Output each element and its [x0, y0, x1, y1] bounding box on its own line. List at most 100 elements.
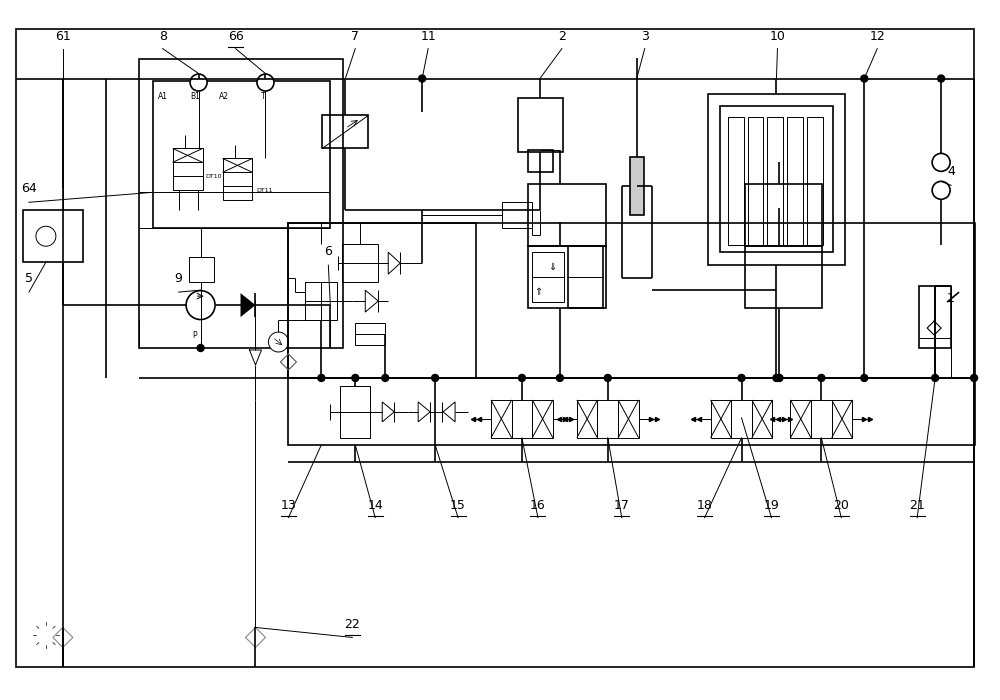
Bar [787, 118, 803, 245]
Text: ⇑: ⇑ [534, 287, 542, 297]
Circle shape [382, 374, 389, 382]
Circle shape [518, 374, 525, 382]
Circle shape [36, 226, 56, 246]
Circle shape [604, 374, 611, 382]
Bar [597, 400, 618, 438]
Text: ⇓: ⇓ [548, 262, 556, 272]
Text: A2: A2 [219, 92, 229, 101]
Bar [342, 244, 378, 282]
Bar [528, 150, 553, 172]
Text: B1: B1 [191, 92, 200, 101]
Bar [512, 400, 532, 438]
Polygon shape [241, 293, 255, 317]
Text: 3: 3 [641, 29, 649, 43]
Text: DT10: DT10 [206, 174, 222, 179]
Text: 19: 19 [764, 498, 779, 512]
Bar [731, 400, 752, 438]
Circle shape [318, 374, 325, 382]
Bar [288, 378, 975, 444]
Text: 20: 20 [833, 498, 849, 512]
Bar [711, 400, 731, 438]
Bar [811, 400, 832, 438]
Circle shape [419, 75, 426, 82]
Bar [745, 184, 822, 246]
Circle shape [861, 75, 868, 82]
Bar [745, 246, 822, 308]
Circle shape [932, 374, 939, 382]
Bar [919, 286, 951, 348]
Text: 14: 14 [367, 498, 383, 512]
Text: 1: 1 [947, 292, 955, 305]
Text: 7: 7 [351, 29, 359, 43]
Text: 5: 5 [25, 272, 33, 285]
Bar [748, 118, 763, 245]
Bar [568, 246, 603, 308]
Text: 22: 22 [344, 618, 360, 631]
Bar [340, 386, 370, 438]
Bar [502, 202, 532, 228]
Text: 61: 61 [55, 29, 71, 43]
Text: 66: 66 [228, 29, 243, 43]
Text: 15: 15 [450, 498, 466, 512]
Bar [173, 148, 203, 190]
Bar [832, 400, 852, 438]
Circle shape [773, 374, 780, 382]
Circle shape [738, 374, 745, 382]
Bar [518, 97, 563, 153]
Bar [532, 252, 564, 302]
Circle shape [190, 74, 207, 91]
Circle shape [556, 374, 563, 382]
Bar [23, 210, 83, 262]
Text: 10: 10 [770, 29, 785, 43]
Bar [767, 118, 783, 245]
Text: 6: 6 [324, 245, 332, 258]
Bar [618, 400, 639, 438]
Bar [491, 400, 512, 438]
Bar [528, 246, 606, 308]
Text: 17: 17 [614, 498, 630, 512]
Circle shape [268, 332, 288, 352]
Bar [807, 118, 823, 245]
Bar [355, 323, 385, 345]
Text: 13: 13 [281, 498, 296, 512]
Bar [305, 282, 337, 320]
Circle shape [257, 74, 274, 91]
Circle shape [432, 374, 439, 382]
Text: 2: 2 [558, 29, 566, 43]
Bar [153, 80, 330, 228]
Bar [139, 59, 343, 348]
Text: 64: 64 [21, 182, 37, 195]
Circle shape [776, 374, 783, 382]
Bar [528, 184, 606, 246]
Text: 11: 11 [420, 29, 436, 43]
Text: 9: 9 [175, 272, 183, 285]
Circle shape [932, 153, 950, 172]
Circle shape [818, 374, 825, 382]
Bar [752, 400, 772, 438]
Circle shape [352, 374, 359, 382]
Text: A1: A1 [158, 92, 168, 101]
Text: P: P [193, 331, 197, 340]
Circle shape [186, 290, 215, 320]
Text: 16: 16 [530, 498, 546, 512]
Bar [630, 158, 644, 216]
Text: 8: 8 [159, 29, 167, 43]
Bar [790, 400, 811, 438]
Text: 4: 4 [947, 165, 955, 178]
Circle shape [938, 75, 945, 82]
Text: 18: 18 [697, 498, 713, 512]
Circle shape [861, 374, 868, 382]
Bar [288, 223, 975, 378]
Bar [322, 116, 368, 148]
Bar [720, 106, 833, 252]
Bar [223, 158, 252, 200]
Bar [728, 118, 744, 245]
Bar [708, 94, 845, 265]
Circle shape [197, 344, 204, 351]
Text: DT11: DT11 [256, 188, 273, 193]
Bar [189, 257, 214, 282]
Text: 21: 21 [909, 498, 925, 512]
Circle shape [971, 374, 978, 382]
Text: T: T [260, 92, 265, 101]
Bar [288, 223, 476, 378]
